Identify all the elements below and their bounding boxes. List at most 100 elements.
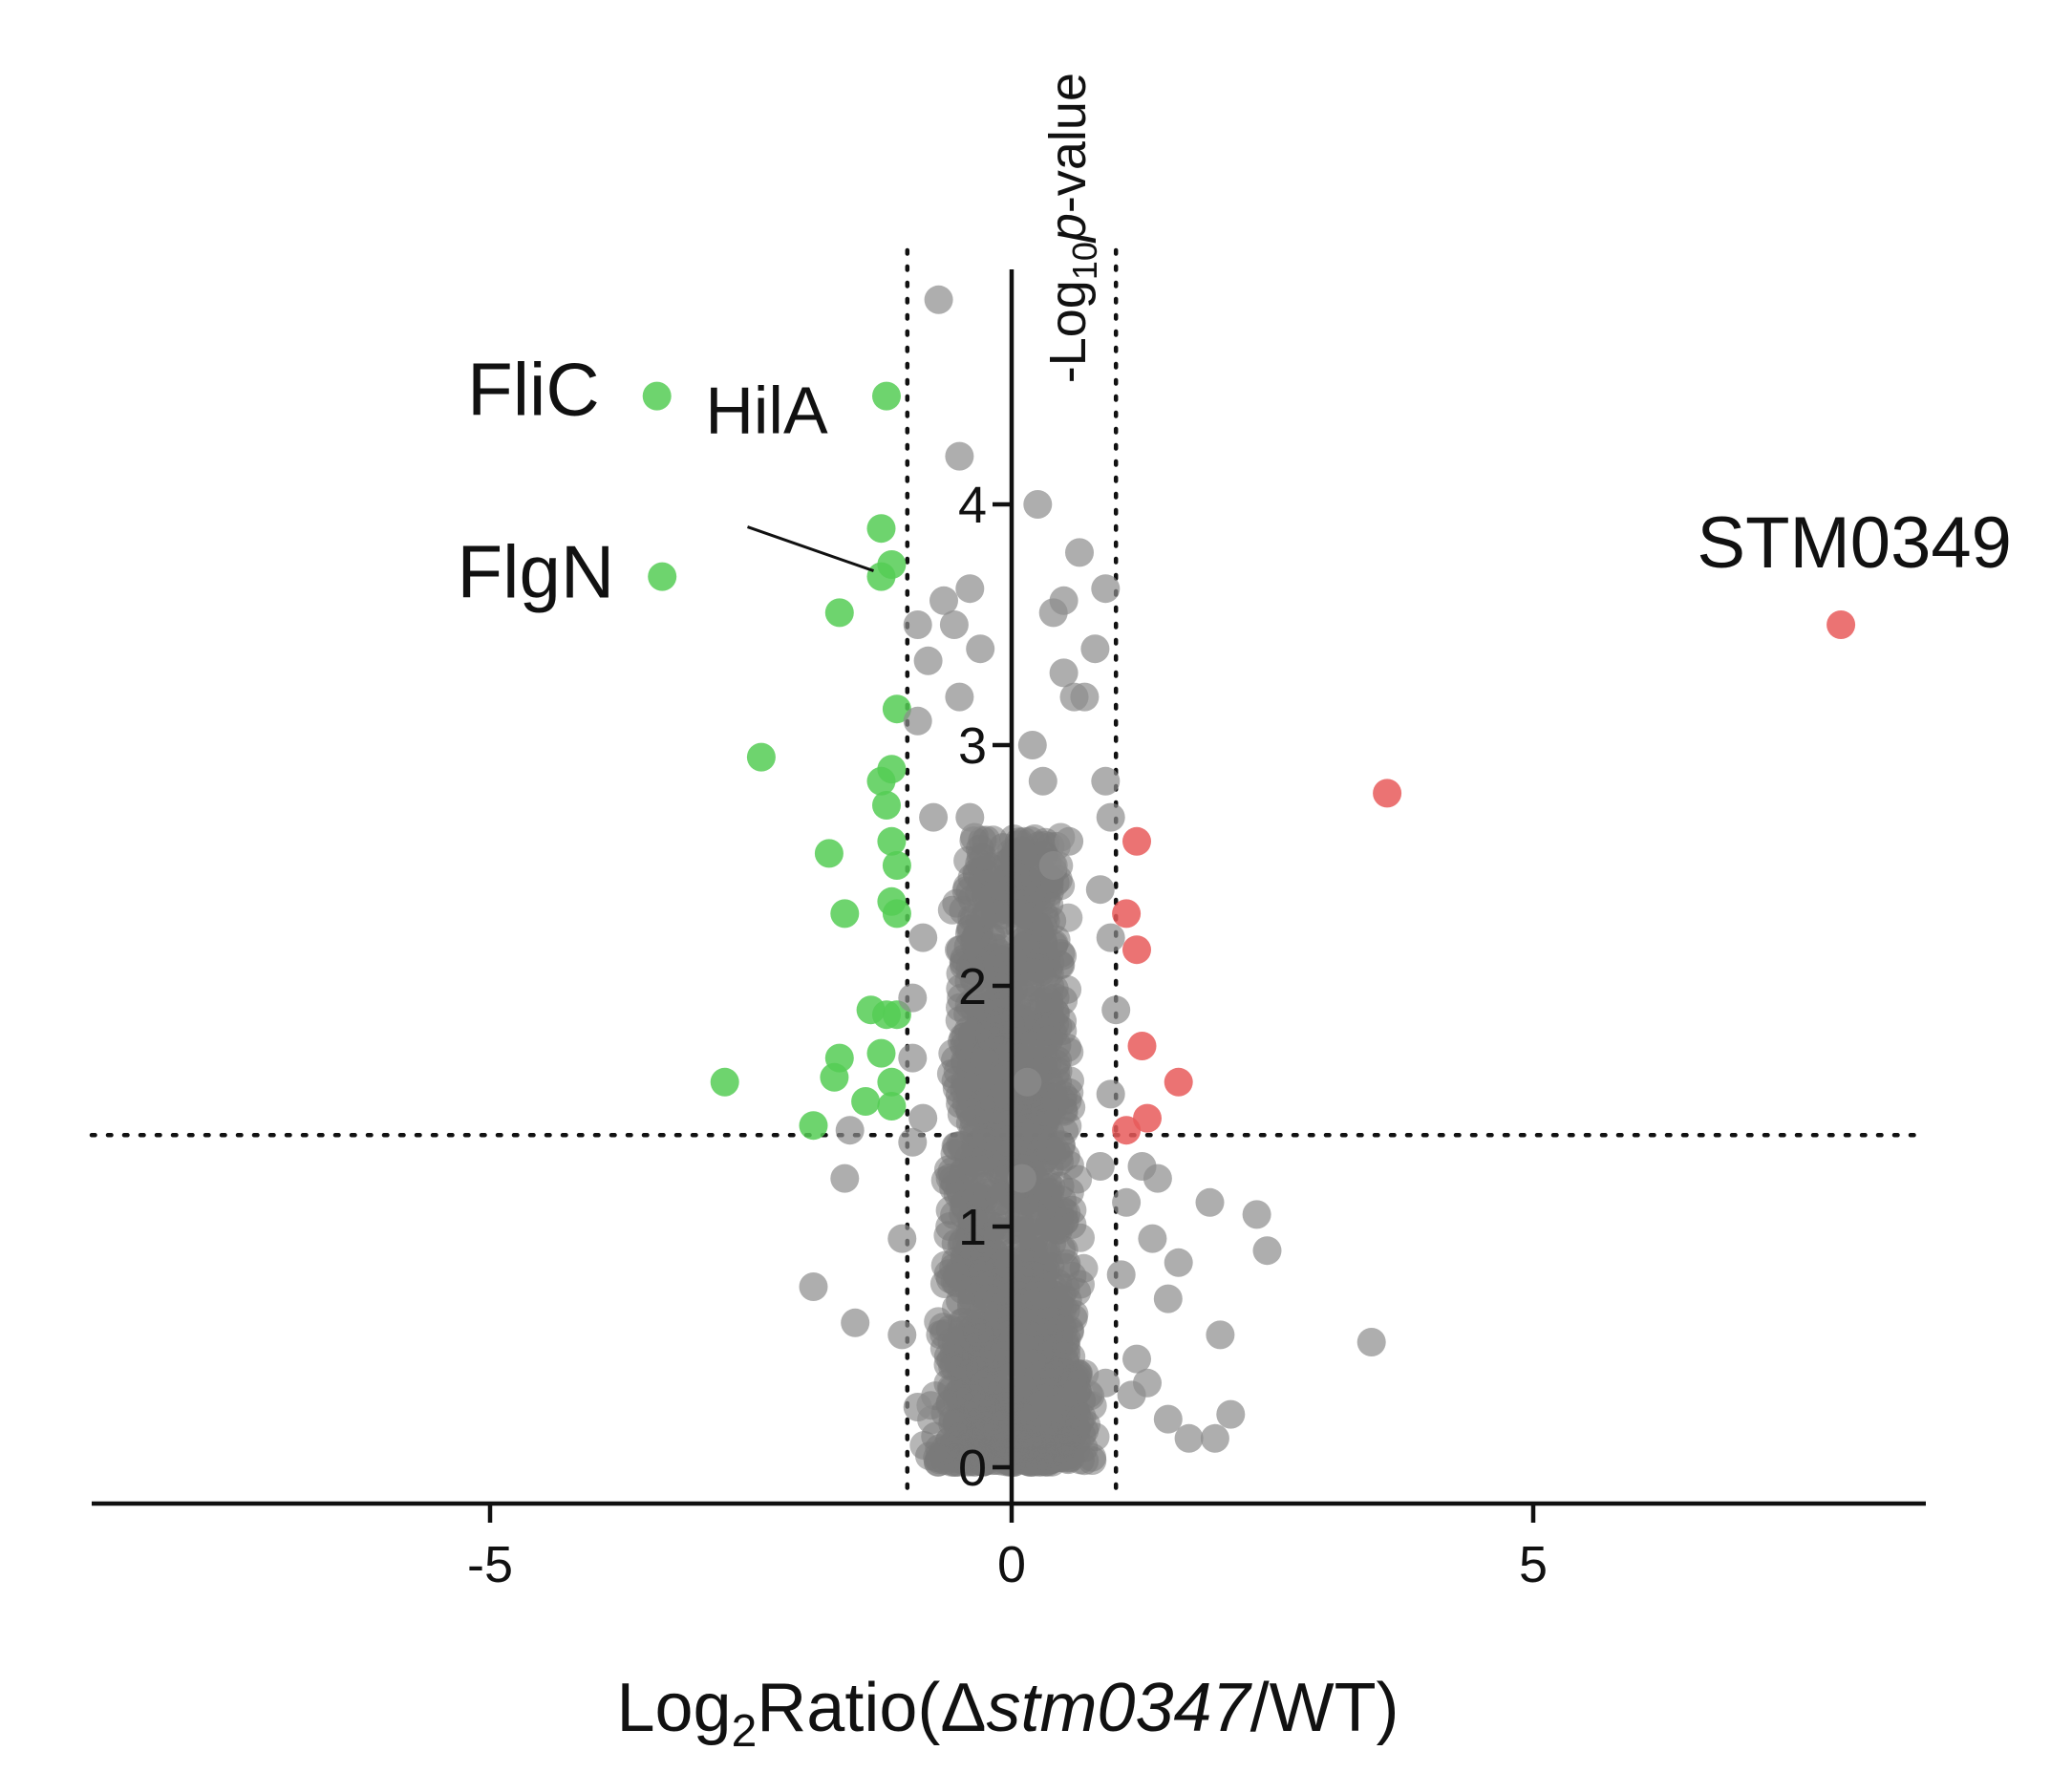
point-not-significant bbox=[1013, 1067, 1042, 1097]
dense-point bbox=[1065, 1406, 1095, 1436]
point-not-significant bbox=[903, 1393, 932, 1421]
point-not-significant bbox=[1096, 923, 1125, 952]
point-not-significant bbox=[898, 1043, 928, 1073]
point-down-regulated bbox=[872, 791, 901, 820]
dense-point bbox=[1004, 1281, 1034, 1311]
point-not-significant bbox=[919, 802, 949, 832]
point-not-significant bbox=[835, 1116, 865, 1145]
dense-point bbox=[1063, 1164, 1093, 1194]
point-not-significant bbox=[924, 285, 953, 314]
dense-point bbox=[1023, 912, 1053, 942]
point-not-significant bbox=[908, 1103, 938, 1133]
dense-point bbox=[1018, 1349, 1048, 1378]
dense-point bbox=[1041, 1399, 1071, 1429]
point-up-regulated bbox=[1122, 935, 1151, 965]
point-not-significant bbox=[1200, 1423, 1229, 1453]
y-tick-label: 4 bbox=[958, 477, 987, 534]
dense-point bbox=[978, 1365, 1008, 1395]
point-down-regulated bbox=[882, 851, 911, 880]
point-not-significant bbox=[1117, 1380, 1146, 1410]
point-not-significant bbox=[1049, 658, 1079, 688]
dense-point bbox=[978, 825, 1008, 855]
point-not-significant bbox=[1106, 1260, 1136, 1290]
point-not-significant bbox=[1085, 1152, 1115, 1181]
point-not-significant bbox=[1059, 682, 1089, 712]
y-tick-label: 3 bbox=[958, 717, 987, 775]
point-down-regulated bbox=[877, 550, 907, 579]
point-down-regulated bbox=[824, 598, 854, 628]
x-tick-label: 5 bbox=[1519, 1536, 1548, 1593]
point-down-regulated bbox=[872, 381, 901, 411]
point-not-significant bbox=[939, 610, 969, 639]
point-not-significant bbox=[898, 983, 928, 1013]
point-down-regulated bbox=[851, 1087, 881, 1116]
y-tick-label: 2 bbox=[958, 958, 987, 1015]
annotation-flic: FliC bbox=[467, 348, 600, 432]
dense-point bbox=[955, 954, 985, 984]
point-not-significant bbox=[929, 586, 958, 615]
point-not-significant bbox=[1091, 574, 1121, 604]
point-not-significant bbox=[1164, 1248, 1193, 1277]
annotation-stm0349: STM0349 bbox=[1697, 502, 2012, 584]
point-not-significant bbox=[1038, 851, 1068, 880]
dense-point bbox=[1030, 1311, 1059, 1340]
point-not-significant bbox=[945, 682, 974, 712]
point-not-significant bbox=[1143, 1164, 1172, 1193]
point-not-significant bbox=[1055, 826, 1084, 856]
point-not-significant bbox=[898, 1127, 928, 1157]
point-not-significant bbox=[1085, 875, 1115, 905]
point-not-significant bbox=[1017, 731, 1047, 759]
point-down-regulated bbox=[814, 839, 844, 868]
point-not-significant bbox=[908, 923, 938, 952]
point-not-significant bbox=[1242, 1200, 1271, 1229]
point-down-regulated bbox=[648, 562, 677, 591]
annotation-flgn: FlgN bbox=[457, 530, 614, 614]
point-not-significant bbox=[1153, 1404, 1183, 1434]
dense-point-cloud bbox=[909, 822, 1110, 1477]
dense-point bbox=[1059, 1299, 1089, 1329]
point-not-significant bbox=[955, 802, 985, 832]
point-down-regulated bbox=[746, 742, 776, 772]
point-not-significant bbox=[1080, 634, 1110, 664]
dense-point bbox=[1053, 974, 1082, 1004]
point-not-significant bbox=[1112, 1187, 1142, 1217]
dense-point bbox=[1031, 1016, 1060, 1046]
point-not-significant bbox=[1049, 586, 1079, 615]
point-not-significant bbox=[1065, 538, 1094, 567]
dense-point bbox=[944, 1348, 973, 1377]
dense-point bbox=[947, 1229, 976, 1259]
point-not-significant bbox=[955, 574, 985, 604]
point-not-significant bbox=[1356, 1328, 1386, 1356]
dense-point bbox=[1008, 1224, 1037, 1253]
dense-point bbox=[1058, 1365, 1088, 1395]
dense-point bbox=[990, 1334, 1019, 1364]
point-not-significant bbox=[1174, 1423, 1204, 1453]
dense-point bbox=[968, 1338, 996, 1368]
point-not-significant bbox=[1252, 1236, 1282, 1266]
point-not-significant bbox=[966, 634, 995, 664]
point-down-regulated bbox=[642, 381, 672, 411]
point-not-significant bbox=[1023, 490, 1053, 519]
point-not-significant bbox=[903, 706, 932, 736]
point-not-significant bbox=[1122, 1344, 1151, 1374]
point-down-regulated bbox=[882, 694, 911, 724]
dense-point bbox=[971, 1142, 1000, 1172]
point-down-regulated bbox=[877, 755, 907, 784]
point-down-regulated bbox=[877, 1092, 907, 1121]
point-up-regulated bbox=[1127, 1032, 1157, 1060]
dense-point bbox=[1030, 1132, 1059, 1162]
point-up-regulated bbox=[1112, 899, 1142, 929]
point-not-significant bbox=[1028, 766, 1057, 796]
dense-point bbox=[1052, 1249, 1081, 1278]
point-not-significant bbox=[903, 610, 932, 639]
point-not-significant bbox=[1101, 995, 1131, 1025]
dense-point bbox=[1010, 932, 1039, 962]
dense-point bbox=[1066, 1223, 1095, 1252]
annotation-hila: HilA bbox=[705, 374, 828, 448]
dense-point bbox=[1052, 1340, 1081, 1369]
data-points bbox=[642, 285, 1856, 1453]
dense-point bbox=[1038, 1206, 1068, 1235]
dense-point bbox=[951, 1089, 981, 1119]
point-down-regulated bbox=[799, 1111, 828, 1141]
